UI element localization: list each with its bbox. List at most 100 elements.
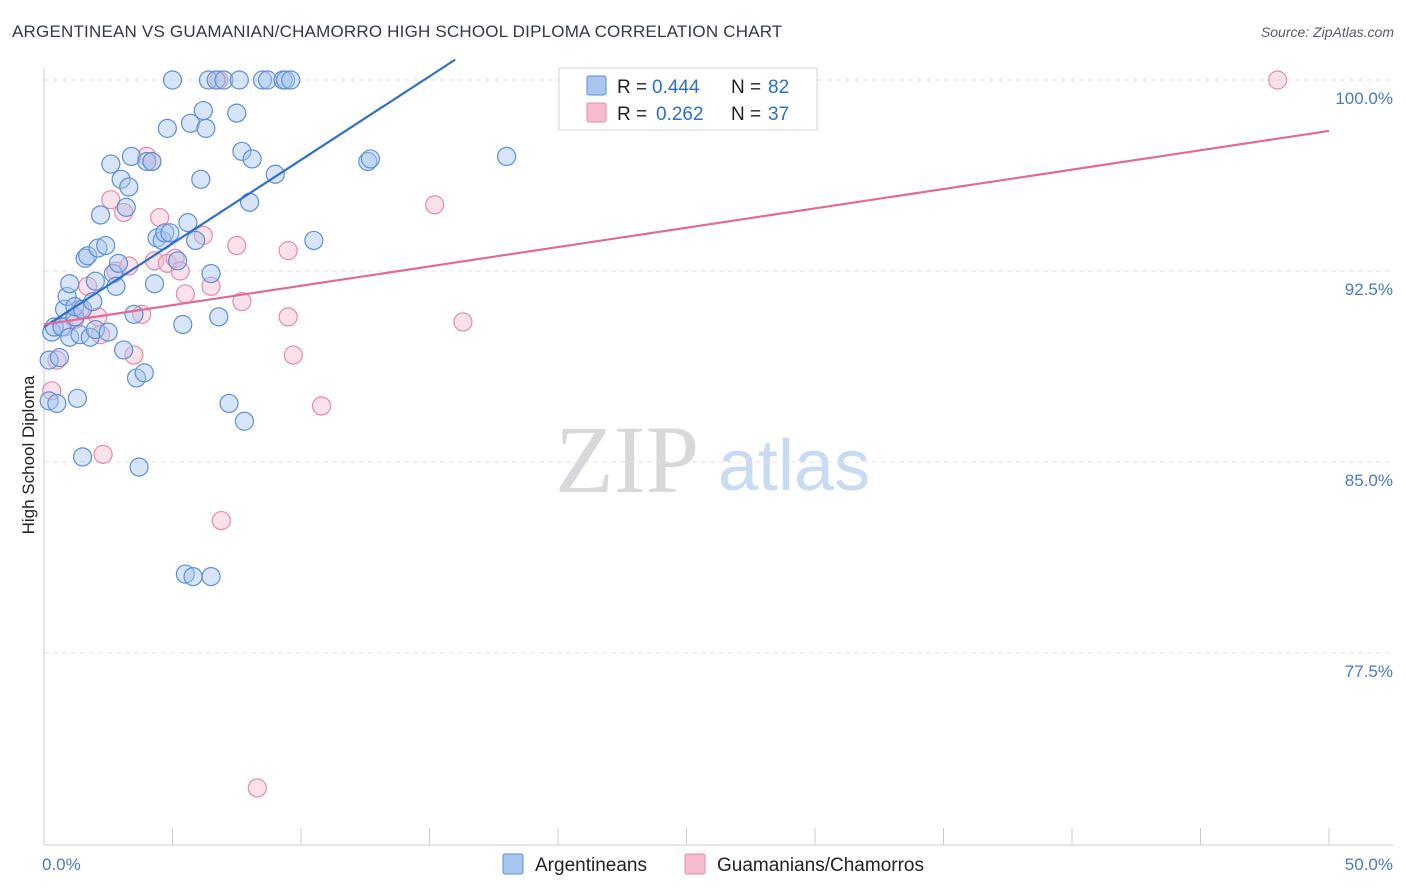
argentineans-point-54	[183, 566, 203, 587]
argentineans-point-62	[206, 70, 226, 90]
stats-legend-r-label-blue: R =	[617, 77, 647, 98]
argentineans-point-40	[137, 151, 157, 172]
watermark-atlas: atlas	[718, 426, 870, 506]
argentineans-point-47	[160, 223, 180, 243]
argentineans-point-33	[116, 197, 136, 217]
argentineans-point-58	[196, 118, 216, 138]
stats-legend-n-label-pink: N =	[731, 104, 761, 125]
guamanians-point-22	[175, 284, 195, 304]
y-tick-labels: 100.0% 92.5% 85.0% 77.5%	[1335, 89, 1393, 681]
guamanians-point-15	[137, 146, 157, 166]
stats-legend-n-label-blue: N =	[731, 77, 761, 98]
argentineans-point-78	[304, 230, 324, 251]
argentineans-point-23	[88, 238, 108, 258]
argentineans-point-69	[234, 411, 255, 431]
stats-legend-n-value-pink: 37	[768, 104, 789, 125]
argentineans-point-67	[229, 70, 249, 90]
argentineans-point-70	[240, 192, 260, 212]
argentineans-point-38	[129, 457, 149, 477]
argentineans-point-24	[90, 205, 111, 225]
stats-legend-n-value-blue: 82	[768, 77, 789, 98]
argentineans-point-26	[98, 322, 118, 342]
argentineans-point-25	[96, 235, 116, 256]
stats-legend-swatch-pink	[586, 102, 607, 123]
chart-source: Source: ZipAtlas.com	[1260, 24, 1394, 40]
stats-legend-r-value-blue: 0.444	[652, 77, 700, 98]
argentineans-point-68	[232, 141, 252, 161]
argentineans-point-27	[101, 154, 121, 174]
argentineans-point-18	[78, 246, 98, 266]
argentineans-point-10	[60, 274, 80, 294]
argentineans-point-17	[75, 248, 95, 268]
guamanians-point-28	[232, 291, 252, 312]
guamanians-point-35	[453, 312, 473, 332]
argentineans-point-79	[358, 151, 378, 172]
argentineans-point-71	[242, 149, 262, 169]
argentineans-point-41	[142, 151, 162, 172]
bottom-legend-swatch-guamanians	[684, 853, 706, 875]
argentineans-point-56	[191, 169, 211, 189]
guamanians-point-26	[211, 510, 231, 531]
y-tick-label-3: 77.5%	[1345, 662, 1393, 681]
guamanians-point-13	[124, 345, 144, 365]
argentineans-point-39	[134, 363, 154, 383]
argentineans-point-0	[39, 391, 59, 411]
argentineans-point-52	[178, 213, 198, 233]
stats-legend-r-label-pink: R =	[617, 104, 647, 125]
guamanians-point-31	[278, 307, 298, 327]
argentineans-point-63	[209, 307, 229, 327]
guamanians-point-29	[247, 778, 267, 798]
bottom-legend: Argentineans Guamanians/Chamorros	[502, 853, 924, 876]
guamanians-point-20	[165, 248, 185, 268]
argentineans-point-55	[186, 230, 206, 251]
guamanians-point-11	[114, 202, 134, 223]
argentineans-point-22	[85, 271, 106, 291]
argentineans-point-81	[497, 146, 517, 166]
y-tick-label-2: 85.0%	[1345, 471, 1393, 490]
argentineans-point-66	[227, 103, 247, 123]
argentineans-point-32	[114, 340, 134, 360]
argentineans-point-59	[198, 70, 219, 90]
argentineans-point-53	[180, 113, 201, 133]
argentineans-point-46	[157, 118, 177, 138]
y-axis-title: High School Diploma	[19, 375, 38, 534]
guamanians-point-8	[93, 444, 113, 464]
argentineans-point-5	[49, 347, 70, 368]
bottom-legend-label-argentineans: Argentineans	[535, 855, 647, 876]
guamanians-point-30	[278, 241, 298, 261]
argentineans-point-34	[119, 177, 139, 197]
argentineans-point-45	[155, 223, 175, 243]
guamanians-point-32	[283, 345, 303, 365]
argentineans-point-76	[275, 70, 296, 90]
argentineans-point-48	[162, 70, 183, 90]
argentineans-point-4	[47, 393, 67, 414]
y-tick-label-1: 92.5%	[1345, 280, 1393, 299]
bottom-legend-swatch-argentineans	[502, 853, 524, 875]
y-tick-label-0: 100.0%	[1335, 89, 1393, 108]
argentineans-point-72	[252, 70, 273, 90]
argentineans-point-16	[72, 447, 93, 467]
trend-lines	[43, 58, 1330, 328]
argentineans-trend-line	[43, 58, 456, 328]
guamanians-point-27	[227, 235, 247, 256]
x-tick-label-min: 0.0%	[42, 855, 81, 874]
guamanians-point-18	[150, 207, 170, 228]
argentineans-point-61	[201, 566, 221, 587]
series-argentineans-points	[39, 70, 517, 587]
argentineans-point-77	[281, 70, 301, 90]
argentineans-point-64	[214, 70, 234, 90]
argentineans-point-13	[67, 388, 88, 408]
watermark-zip: ZIP	[555, 406, 699, 513]
argentineans-point-30	[108, 253, 129, 273]
argentineans-point-31	[111, 169, 131, 189]
argentineans-point-51	[175, 564, 195, 584]
guamanians-point-1	[47, 350, 67, 370]
argentineans-point-60	[201, 263, 221, 284]
stats-legend: R = 0.444 N = 82 R = 0.262 N = 37	[558, 67, 818, 131]
stats-legend-r-value-pink: 0.262	[656, 104, 704, 125]
argentineans-point-80	[360, 149, 380, 169]
guamanians-point-36	[1267, 70, 1288, 90]
guamanians-point-9	[101, 190, 121, 210]
argentineans-point-50	[173, 314, 193, 335]
